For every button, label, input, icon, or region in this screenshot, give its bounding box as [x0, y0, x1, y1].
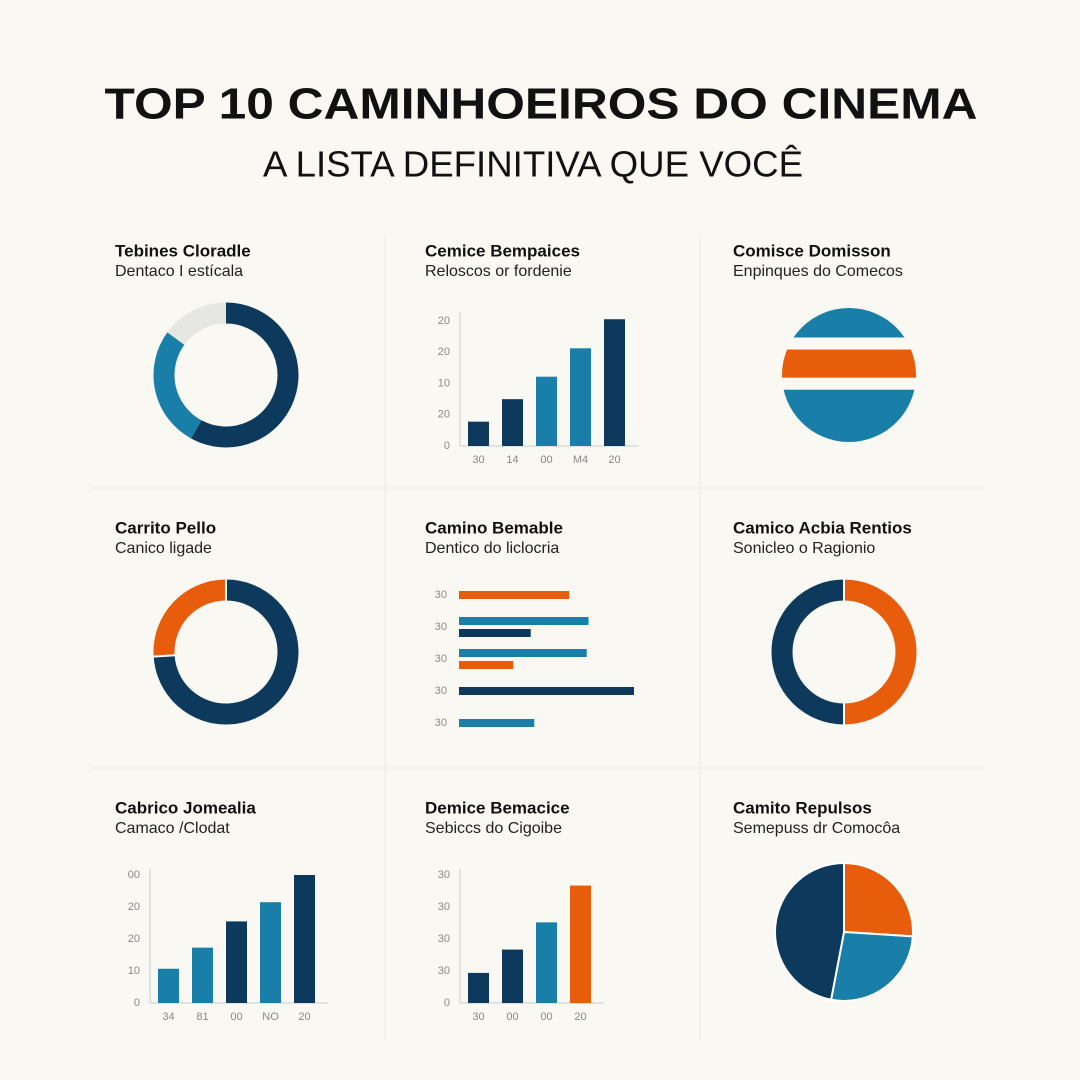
y-tick-label: 10: [128, 965, 140, 977]
bar: [570, 885, 591, 1003]
bar: [468, 421, 489, 446]
chart-subtitle: Sonicleo o Ragionio: [733, 540, 875, 557]
chart-title: Tebines Cloradle: [115, 241, 251, 260]
dividers: [90, 235, 985, 1040]
chart-subtitle: Dentico do liclocria: [425, 540, 559, 557]
donut-segment: [843, 579, 917, 725]
chart-subtitle: Camaco /Clodat: [115, 820, 230, 837]
chart-title: Demice Bemacice: [425, 798, 570, 817]
bar: [459, 649, 587, 657]
y-tick-label: 30: [435, 589, 447, 601]
donut-segment: [167, 302, 227, 346]
y-tick-label: 20: [438, 409, 450, 421]
x-tick-label: 00: [506, 1011, 518, 1023]
bar: [459, 629, 531, 637]
chart-title: Camino Bemable: [425, 518, 563, 537]
y-tick-label: 30: [435, 717, 447, 729]
y-tick-label: 30: [435, 685, 447, 697]
chart-title: Comisce Domisson: [733, 241, 891, 260]
y-tick-label: 30: [438, 965, 450, 977]
x-tick-label: M4: [573, 454, 588, 466]
chart-title: Camico Acbia Rentios: [733, 518, 912, 537]
pie-slice: [829, 930, 914, 1002]
bar: [502, 949, 523, 1003]
bar: [459, 661, 514, 669]
pie-slice: [843, 861, 914, 938]
y-tick-label: 20: [438, 346, 450, 358]
stripes: [782, 308, 916, 442]
bar: [459, 591, 570, 599]
chart-title: Cemice Bempaices: [425, 241, 580, 260]
donut-segment: [153, 579, 227, 657]
stripe: [782, 349, 916, 378]
y-tick-label: 0: [134, 997, 140, 1009]
y-tick-label: 0: [444, 997, 450, 1009]
y-tick-label: 30: [438, 901, 450, 913]
bar: [260, 902, 281, 1003]
x-tick-label: 30: [472, 1011, 484, 1023]
chart-subtitle: Semepuss dr Comocôa: [733, 820, 900, 837]
x-tick-label: 20: [574, 1011, 586, 1023]
bar: [502, 399, 523, 446]
bar: [192, 947, 213, 1003]
chart-subtitle: Canico ligade: [115, 540, 212, 557]
page-title: TOP 10 CAMINHOEIROS DO CINEMA: [105, 80, 978, 129]
x-tick-label: 81: [196, 1011, 208, 1023]
y-tick-label: 20: [128, 933, 140, 945]
y-tick-label: 0: [444, 440, 450, 452]
x-tick-label: 00: [540, 454, 552, 466]
chart-title: Cabrico Jomealia: [115, 798, 256, 817]
x-tick-label: 00: [230, 1011, 242, 1023]
y-tick-label: 00: [128, 869, 140, 881]
bar: [294, 875, 315, 1003]
bar: [459, 719, 535, 727]
y-tick-label: 30: [435, 621, 447, 633]
donut-segment: [153, 332, 202, 439]
chart-subtitle: Reloscos or fordenie: [425, 263, 572, 280]
y-tick-label: 10: [438, 377, 450, 389]
bar: [158, 968, 179, 1003]
chart-subtitle: Sebiccs do Cigoibe: [425, 820, 562, 837]
donut-segment: [771, 579, 845, 725]
y-tick-label: 20: [438, 315, 450, 327]
page-subtitle: A LISTA DEFINITIVA QUE VOCÊ: [263, 144, 803, 185]
bar: [226, 921, 247, 1003]
chart-title: Camito Repulsos: [733, 798, 872, 817]
bar: [459, 617, 589, 625]
x-tick-label: 34: [162, 1011, 174, 1023]
x-tick-label: 30: [472, 454, 484, 466]
y-tick-label: 20: [128, 901, 140, 913]
y-tick-label: 30: [435, 653, 447, 665]
bar: [459, 687, 634, 695]
y-tick-label: 30: [438, 869, 450, 881]
x-tick-label: 20: [608, 454, 620, 466]
x-tick-label: 00: [540, 1011, 552, 1023]
bar: [468, 972, 489, 1003]
x-tick-label: NO: [262, 1011, 279, 1023]
donut-segment: [153, 579, 299, 725]
segment-separator: [153, 654, 176, 658]
bar: [570, 348, 591, 446]
bar: [536, 376, 557, 446]
bar: [604, 319, 625, 446]
pie-slice: [774, 861, 845, 1001]
x-tick-label: 20: [298, 1011, 310, 1023]
chart-subtitle: Dentaco I estícala: [115, 263, 243, 280]
donut-segment: [191, 302, 299, 448]
bar: [536, 922, 557, 1003]
y-tick-label: 30: [438, 933, 450, 945]
x-tick-label: 14: [506, 454, 518, 466]
chart-subtitle: Enpinques do Comecos: [733, 263, 903, 280]
chart-title: Carrito Pello: [115, 518, 216, 537]
